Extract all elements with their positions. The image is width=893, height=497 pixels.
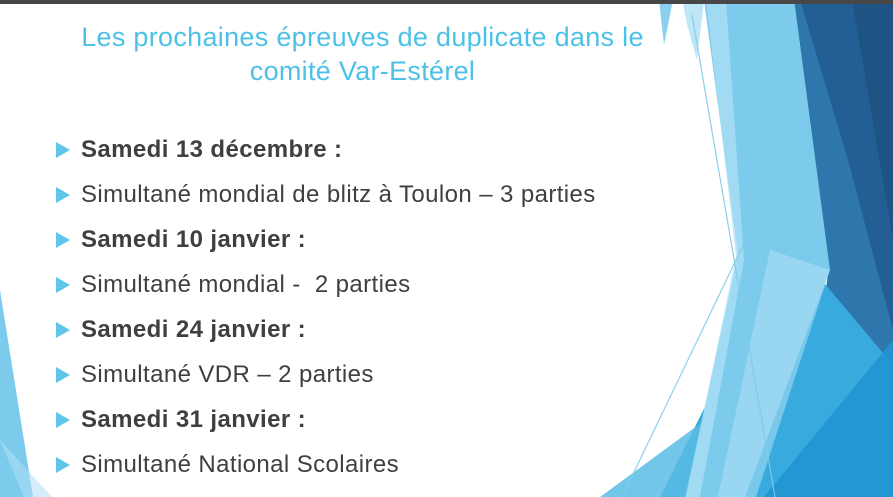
bullet-item-date-4: Samedi 31 janvier :: [56, 406, 736, 434]
deco-lighter-overlay: [718, 250, 830, 497]
bullet-triangle-icon: [56, 412, 70, 428]
bullet-triangle-icon: [56, 367, 70, 383]
deco-hairline-1: [691, 14, 776, 497]
bullet-triangle-icon: [56, 142, 70, 158]
bullet-triangle-icon: [56, 232, 70, 248]
deco-lighter-sliver: [686, 0, 744, 497]
bullet-triangle-icon: [56, 322, 70, 338]
bullet-text: Simultané National Scolaires: [81, 451, 400, 478]
bullet-text: Samedi 10 janvier :: [81, 226, 307, 253]
bullet-item-event-1: Simultané mondial de blitz à Toulon – 3 …: [56, 181, 736, 209]
bullet-text: Simultané VDR – 2 parties: [81, 361, 374, 388]
bullet-triangle-icon: [56, 277, 70, 293]
slide-title: Les prochaines épreuves de duplicate dan…: [55, 20, 670, 88]
deco-top-sliver: [659, 0, 673, 45]
bullet-text: Samedi 31 janvier :: [81, 406, 307, 433]
bullet-item-date-1: Samedi 13 décembre :: [56, 136, 736, 164]
bullet-text: Simultané mondial de blitz à Toulon – 3 …: [81, 181, 596, 208]
deco-top-sliver-2: [682, 0, 704, 60]
bullet-text: Simultané mondial - 2 parties: [81, 271, 411, 298]
bullet-text: Samedi 24 janvier :: [81, 316, 307, 343]
bullet-item-date-3: Samedi 24 janvier :: [56, 316, 736, 344]
top-accent-bar: [0, 0, 893, 4]
bullet-text: Samedi 13 décembre :: [81, 136, 343, 163]
bullet-list: Samedi 13 décembre : Simultané mondial d…: [56, 136, 736, 496]
bullet-item-event-4: Simultané National Scolaires: [56, 451, 736, 479]
deco-bottom-left-wedge: [0, 290, 33, 497]
bullet-triangle-icon: [56, 187, 70, 203]
deco-darkest-wedge: [852, 0, 893, 240]
slide-title-line-2: comité Var-Estérel: [249, 56, 476, 86]
bullet-item-event-3: Simultané VDR – 2 parties: [56, 361, 736, 389]
deco-bottom-left-wedge-2: [0, 440, 52, 497]
bullet-triangle-icon: [56, 457, 70, 473]
deco-bright2-wedge: [764, 340, 893, 497]
slide-title-line-1: Les prochaines épreuves de duplicate dan…: [81, 22, 644, 52]
bullet-item-event-2: Simultané mondial - 2 parties: [56, 271, 736, 299]
deco-hairline-2: [621, 234, 749, 497]
bullet-item-date-2: Samedi 10 janvier :: [56, 226, 736, 254]
